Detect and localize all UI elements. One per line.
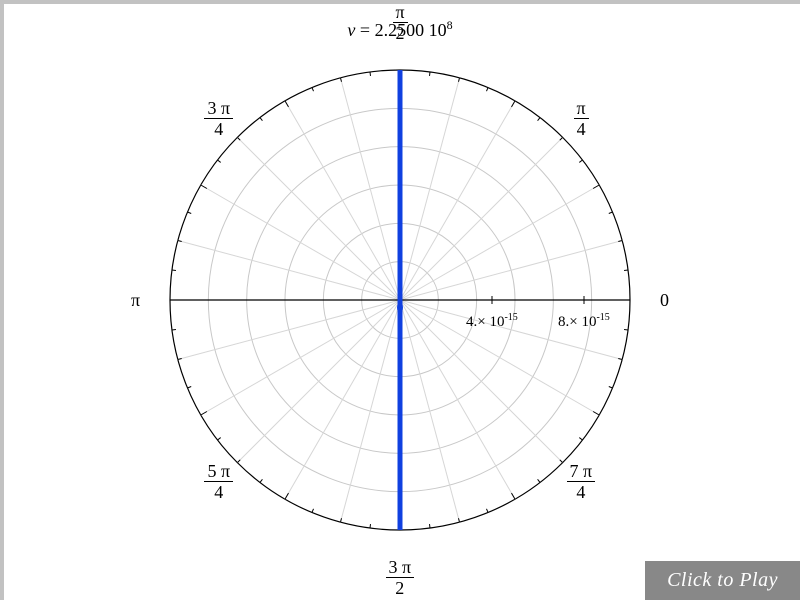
title-exp: 8 bbox=[447, 18, 453, 32]
radial-tick-label: 4.× 10-15 bbox=[466, 312, 518, 331]
title-base: 10 bbox=[429, 20, 447, 40]
radial-tick-label: 8.× 10-15 bbox=[558, 312, 610, 331]
angle-label: 7 π4 bbox=[567, 462, 596, 501]
svg-text:0: 0 bbox=[397, 301, 404, 316]
angle-label: 0 bbox=[660, 290, 669, 311]
angle-label: π2 bbox=[393, 3, 408, 42]
angle-label: 3 π4 bbox=[204, 99, 233, 138]
angle-label: π4 bbox=[574, 99, 589, 138]
angle-label: 5 π4 bbox=[204, 462, 233, 501]
polar-chart-container: v = 2.2500 108 0 0π4π23 π4π5 π43 π27 π44… bbox=[0, 0, 800, 600]
title-eq: = bbox=[355, 20, 374, 40]
angle-label: π bbox=[131, 290, 140, 311]
polar-chart: 0 bbox=[0, 0, 800, 600]
angle-label: 3 π2 bbox=[386, 558, 415, 597]
click-to-play-button[interactable]: Click to Play bbox=[645, 561, 800, 600]
